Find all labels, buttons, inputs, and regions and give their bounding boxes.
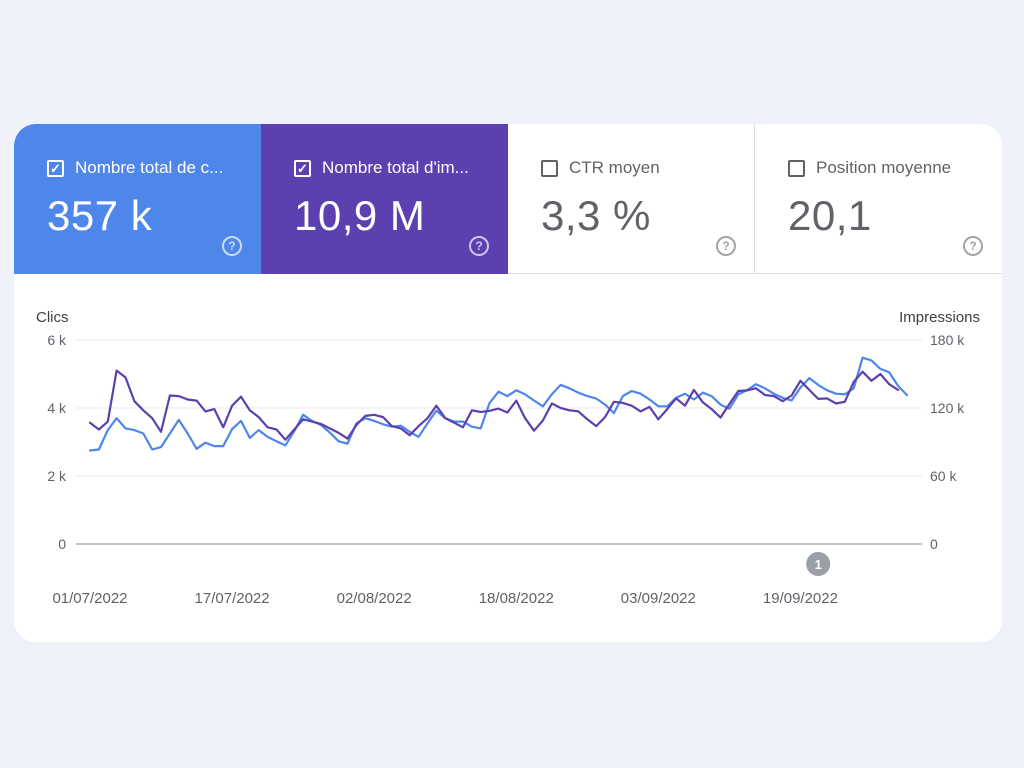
checkbox-icon[interactable] — [788, 160, 805, 177]
series-line-clicks — [88, 356, 909, 452]
x-tick-label: 18/08/2022 — [479, 590, 554, 607]
chart-area: Clics Impressions 0 0 2 k 60 k 4 k 120 k 6 k 18… — [14, 274, 1002, 642]
performance-chart: Clics Impressions 0 0 2 k 60 k 4 k 120 k 6 k 18… — [36, 309, 980, 607]
metric-tile-position[interactable]: Position moyenne 20,1 ? — [755, 124, 1002, 274]
metric-label-impressions: Nombre total d'im... — [322, 158, 469, 177]
metric-tile-ctr[interactable]: CTR moyen 3,3 % ? — [508, 124, 755, 274]
y-right-tick-label: 120 k — [930, 400, 965, 416]
y-left-axis-label: Clics — [36, 309, 69, 326]
metric-label-ctr: CTR moyen — [569, 158, 660, 177]
checkbox-icon[interactable] — [541, 160, 558, 177]
checkbox-icon[interactable]: ✓ — [47, 160, 64, 177]
y-left-tick-label: 0 — [58, 536, 66, 552]
grid — [76, 339, 922, 545]
axis-ticks: 0 0 2 k 60 k 4 k 120 k 6 k 180 k 01/07/2022 17/07… — [47, 332, 965, 607]
metric-tiles: ✓ Nombre total de c... 357 k ? ✓ Nombre … — [14, 124, 1002, 274]
metric-label-position: Position moyenne — [816, 158, 952, 177]
metric-value-ctr: 3,3 % — [541, 192, 651, 239]
help-icon[interactable]: ? — [963, 236, 983, 256]
metric-tile-clicks[interactable]: ✓ Nombre total de c... 357 k ? — [14, 124, 261, 274]
y-right-tick-label: 180 k — [930, 332, 965, 348]
checkbox-icon[interactable]: ✓ — [294, 160, 311, 177]
x-tick-label: 01/07/2022 — [52, 590, 127, 607]
y-right-tick-label: 0 — [930, 536, 938, 552]
x-tick-label: 17/07/2022 — [195, 590, 270, 607]
help-icon[interactable]: ? — [716, 236, 736, 256]
series-lines — [88, 356, 909, 452]
performance-card: ✓ Nombre total de c... 357 k ? ✓ Nombre … — [14, 124, 1002, 642]
series-line-impressions — [88, 369, 900, 441]
annotation-label: 1 — [815, 557, 822, 572]
metric-value-clicks: 357 k — [47, 192, 153, 239]
help-icon[interactable]: ? — [469, 236, 489, 256]
y-left-tick-label: 4 k — [47, 400, 67, 416]
metric-value-impressions: 10,9 M — [294, 192, 426, 239]
y-right-tick-label: 60 k — [930, 468, 957, 484]
annotations: 1 — [806, 552, 831, 576]
metric-value-position: 20,1 — [788, 192, 872, 239]
y-left-tick-label: 6 k — [47, 332, 67, 348]
annotation-marker — [806, 552, 831, 576]
x-tick-label: 03/09/2022 — [621, 590, 696, 607]
help-icon[interactable]: ? — [222, 236, 242, 256]
metric-tile-impressions[interactable]: ✓ Nombre total d'im... 10,9 M ? — [261, 124, 508, 274]
x-tick-label: 02/08/2022 — [337, 590, 412, 607]
y-left-tick-label: 2 k — [47, 468, 67, 484]
metric-label-clicks: Nombre total de c... — [75, 158, 224, 177]
y-right-axis-label: Impressions — [899, 309, 980, 326]
x-tick-label: 19/09/2022 — [763, 590, 838, 607]
